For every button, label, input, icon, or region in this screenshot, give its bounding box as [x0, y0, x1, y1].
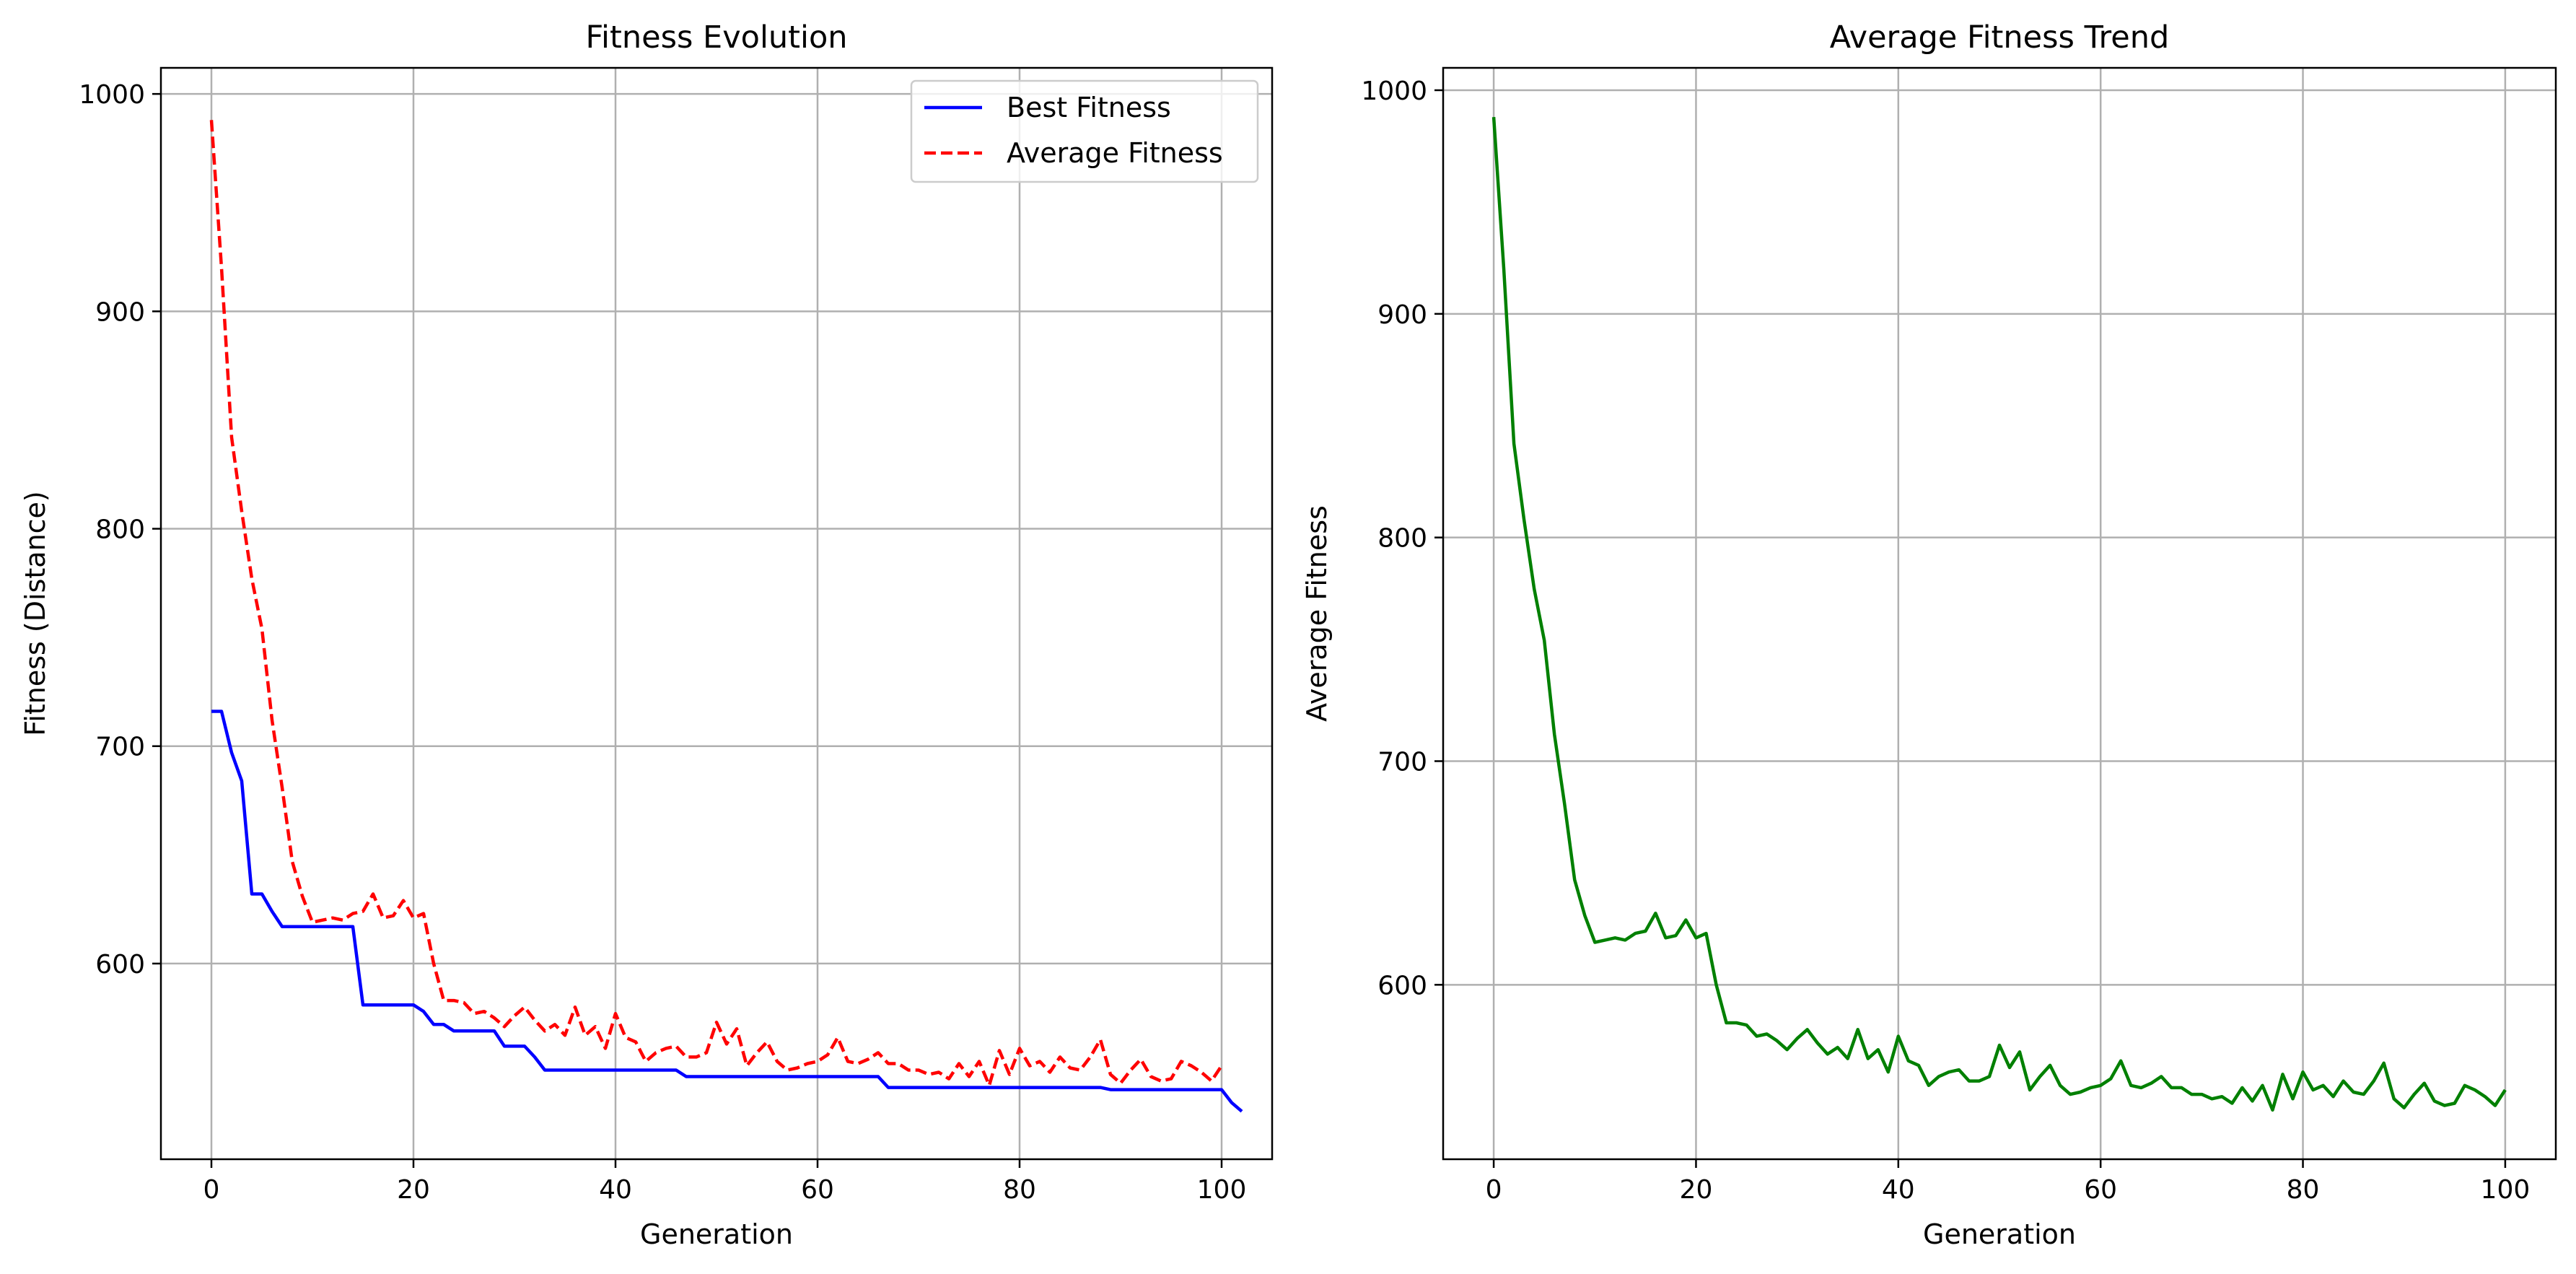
y-axis-label: Average Fitness	[1301, 505, 1333, 722]
x-tick-label: 80	[2287, 1175, 2320, 1205]
x-axis-ticks: 0 20 40 60 80 100	[1486, 1159, 2531, 1205]
x-axis-label: Generation	[1923, 1218, 2076, 1250]
x-tick-label: 100	[2481, 1175, 2531, 1205]
grid	[1443, 68, 2556, 1159]
chart-title: Average Fitness Trend	[1830, 19, 2170, 56]
x-tick-label: 20	[1680, 1175, 1713, 1205]
legend-entry-best-fitness: Best Fitness	[1007, 92, 1171, 123]
x-tick-label: 80	[1003, 1175, 1036, 1205]
x-tick-label: 0	[1486, 1175, 1502, 1205]
x-tick-label: 40	[1882, 1175, 1915, 1205]
legend-entry-average-fitness: Average Fitness	[1007, 137, 1223, 169]
series-line-series-0	[1491, 117, 2507, 1112]
y-axis-label: Fitness (Distance)	[19, 491, 51, 736]
legend: Best Fitness Average Fitness	[910, 79, 1259, 183]
average-fitness-trend-panel: Average Fitness Trend 0 20 40 60 80 100 600 70…	[1301, 19, 2557, 1250]
x-tick-label: 100	[1197, 1175, 1247, 1205]
y-tick-label: 800	[1377, 524, 1427, 554]
y-axis-ticks: 600 700 800 900 1000	[79, 80, 161, 980]
x-axis-ticks: 0 20 40 60 80 100	[203, 1159, 1247, 1205]
y-tick-label: 900	[95, 297, 145, 327]
x-tick-label: 20	[397, 1175, 430, 1205]
x-tick-label: 0	[203, 1175, 220, 1205]
y-tick-label: 800	[95, 515, 145, 545]
fitness-evolution-panel: Fitness Evolution 0 20 40 60 80 100 600 700 800…	[19, 19, 1274, 1250]
plot-frame	[1442, 66, 2557, 1161]
y-tick-label: 1000	[79, 80, 145, 110]
y-tick-label: 700	[1377, 747, 1427, 777]
series-lines	[1491, 117, 2507, 1112]
y-axis-ticks: 600 700 800 900 1000	[1361, 77, 1443, 1000]
series-lines	[209, 120, 1243, 1113]
x-tick-label: 60	[2084, 1175, 2117, 1205]
x-tick-label: 40	[599, 1175, 632, 1205]
y-tick-label: 900	[1377, 300, 1427, 330]
x-tick-label: 60	[801, 1175, 834, 1205]
chart-title: Fitness Evolution	[585, 19, 847, 56]
plot-frame	[159, 66, 1274, 1161]
legend-box	[910, 79, 1259, 183]
series-line-average-fitness	[209, 120, 1223, 1087]
series-line-best-fitness	[211, 710, 1243, 1113]
y-tick-label: 700	[95, 733, 145, 762]
y-tick-label: 600	[1377, 971, 1427, 1000]
y-tick-label: 1000	[1361, 77, 1427, 106]
y-tick-label: 600	[95, 950, 145, 980]
grid	[161, 68, 1272, 1159]
x-axis-label: Generation	[640, 1218, 793, 1250]
